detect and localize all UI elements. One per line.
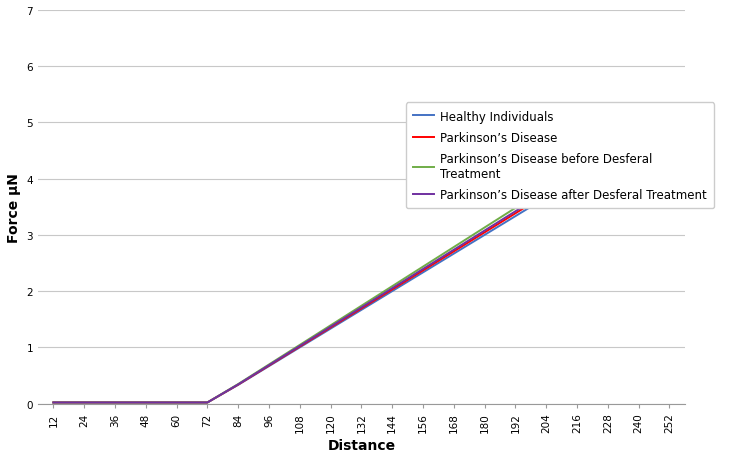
Parkinson’s Disease xyxy=(296,344,304,349)
Parkinson’s Disease before Desferal
Treatment xyxy=(603,147,612,152)
Parkinson’s Disease before Desferal
Treatment xyxy=(265,362,274,367)
Parkinson’s Disease xyxy=(665,116,674,122)
Healthy Individuals xyxy=(326,326,335,332)
Line: Healthy Individuals: Healthy Individuals xyxy=(53,123,670,403)
Parkinson’s Disease before Desferal
Treatment xyxy=(542,186,550,192)
Healthy Individuals xyxy=(634,139,644,145)
Parkinson’s Disease xyxy=(542,192,550,197)
Parkinson’s Disease after Desferal Treatment xyxy=(665,113,674,118)
Parkinson’s Disease xyxy=(357,306,366,312)
Parkinson’s Disease after Desferal Treatment xyxy=(634,132,644,138)
Parkinson’s Disease before Desferal
Treatment xyxy=(141,400,150,405)
Parkinson’s Disease after Desferal Treatment xyxy=(110,400,119,405)
Line: Parkinson’s Disease after Desferal Treatment: Parkinson’s Disease after Desferal Treat… xyxy=(53,116,670,403)
Healthy Individuals xyxy=(480,233,489,238)
Parkinson’s Disease xyxy=(603,154,612,160)
Parkinson’s Disease after Desferal Treatment xyxy=(480,228,489,234)
Parkinson’s Disease xyxy=(172,400,181,405)
Parkinson’s Disease after Desferal Treatment xyxy=(49,400,58,405)
Parkinson’s Disease xyxy=(572,173,581,179)
Parkinson’s Disease before Desferal
Treatment xyxy=(634,128,644,133)
Parkinson’s Disease after Desferal Treatment xyxy=(234,382,243,387)
Parkinson’s Disease xyxy=(80,400,88,405)
Healthy Individuals xyxy=(234,382,243,388)
Parkinson’s Disease after Desferal Treatment xyxy=(542,190,550,196)
Parkinson’s Disease before Desferal
Treatment xyxy=(357,303,366,309)
Parkinson’s Disease before Desferal
Treatment xyxy=(326,323,335,328)
Parkinson’s Disease before Desferal
Treatment xyxy=(449,245,458,250)
Parkinson’s Disease before Desferal
Treatment xyxy=(172,400,181,405)
Parkinson’s Disease before Desferal
Treatment xyxy=(419,264,428,270)
Healthy Individuals xyxy=(141,400,150,405)
Parkinson’s Disease xyxy=(388,287,397,292)
Healthy Individuals xyxy=(203,400,212,405)
Parkinson’s Disease after Desferal Treatment xyxy=(419,267,428,272)
Parkinson’s Disease after Desferal Treatment xyxy=(80,400,88,405)
Parkinson’s Disease before Desferal
Treatment xyxy=(296,342,304,348)
Parkinson’s Disease after Desferal Treatment xyxy=(511,209,520,214)
Healthy Individuals xyxy=(110,400,119,405)
Parkinson’s Disease xyxy=(511,211,520,217)
Legend: Healthy Individuals, Parkinson’s Disease, Parkinson’s Disease before Desferal
Tr: Healthy Individuals, Parkinson’s Disease… xyxy=(406,103,714,209)
Parkinson’s Disease after Desferal Treatment xyxy=(203,400,212,405)
Parkinson’s Disease before Desferal
Treatment xyxy=(511,206,520,211)
Healthy Individuals xyxy=(80,400,88,405)
Parkinson’s Disease xyxy=(234,382,243,387)
Healthy Individuals xyxy=(49,400,58,405)
Parkinson’s Disease before Desferal
Treatment xyxy=(234,381,243,387)
Parkinson’s Disease xyxy=(49,400,58,405)
Parkinson’s Disease xyxy=(141,400,150,405)
Parkinson’s Disease after Desferal Treatment xyxy=(357,305,366,311)
Parkinson’s Disease before Desferal
Treatment xyxy=(110,400,119,405)
Parkinson’s Disease after Desferal Treatment xyxy=(265,363,274,368)
Parkinson’s Disease after Desferal Treatment xyxy=(572,171,581,176)
Parkinson’s Disease before Desferal
Treatment xyxy=(572,167,581,172)
Parkinson’s Disease after Desferal Treatment xyxy=(141,400,150,405)
Parkinson’s Disease xyxy=(419,268,428,274)
Healthy Individuals xyxy=(265,364,274,369)
Parkinson’s Disease after Desferal Treatment xyxy=(449,247,458,253)
X-axis label: Distance: Distance xyxy=(327,438,395,452)
Healthy Individuals xyxy=(449,252,458,257)
Healthy Individuals xyxy=(572,177,581,182)
Parkinson’s Disease after Desferal Treatment xyxy=(388,286,397,291)
Parkinson’s Disease before Desferal
Treatment xyxy=(80,400,88,405)
Parkinson’s Disease after Desferal Treatment xyxy=(172,400,181,405)
Parkinson’s Disease xyxy=(265,363,274,369)
Healthy Individuals xyxy=(419,270,428,275)
Parkinson’s Disease xyxy=(203,400,212,405)
Parkinson’s Disease after Desferal Treatment xyxy=(326,324,335,330)
Parkinson’s Disease before Desferal
Treatment xyxy=(480,225,489,231)
Parkinson’s Disease xyxy=(480,230,489,235)
Parkinson’s Disease after Desferal Treatment xyxy=(603,151,612,157)
Healthy Individuals xyxy=(296,345,304,350)
Parkinson’s Disease before Desferal
Treatment xyxy=(665,108,674,113)
Healthy Individuals xyxy=(357,308,366,313)
Line: Parkinson’s Disease before Desferal
Treatment: Parkinson’s Disease before Desferal Trea… xyxy=(53,111,670,403)
Parkinson’s Disease before Desferal
Treatment xyxy=(388,284,397,289)
Healthy Individuals xyxy=(603,158,612,163)
Parkinson’s Disease after Desferal Treatment xyxy=(296,343,304,349)
Parkinson’s Disease xyxy=(634,135,644,140)
Healthy Individuals xyxy=(388,289,397,294)
Healthy Individuals xyxy=(665,120,674,126)
Line: Parkinson’s Disease: Parkinson’s Disease xyxy=(53,119,670,403)
Parkinson’s Disease xyxy=(326,325,335,330)
Parkinson’s Disease before Desferal
Treatment xyxy=(49,400,58,405)
Parkinson’s Disease xyxy=(449,249,458,255)
Healthy Individuals xyxy=(172,400,181,405)
Healthy Individuals xyxy=(542,195,550,201)
Parkinson’s Disease before Desferal
Treatment xyxy=(203,400,212,405)
Parkinson’s Disease xyxy=(110,400,119,405)
Healthy Individuals xyxy=(511,214,520,219)
Y-axis label: Force μN: Force μN xyxy=(7,173,21,242)
